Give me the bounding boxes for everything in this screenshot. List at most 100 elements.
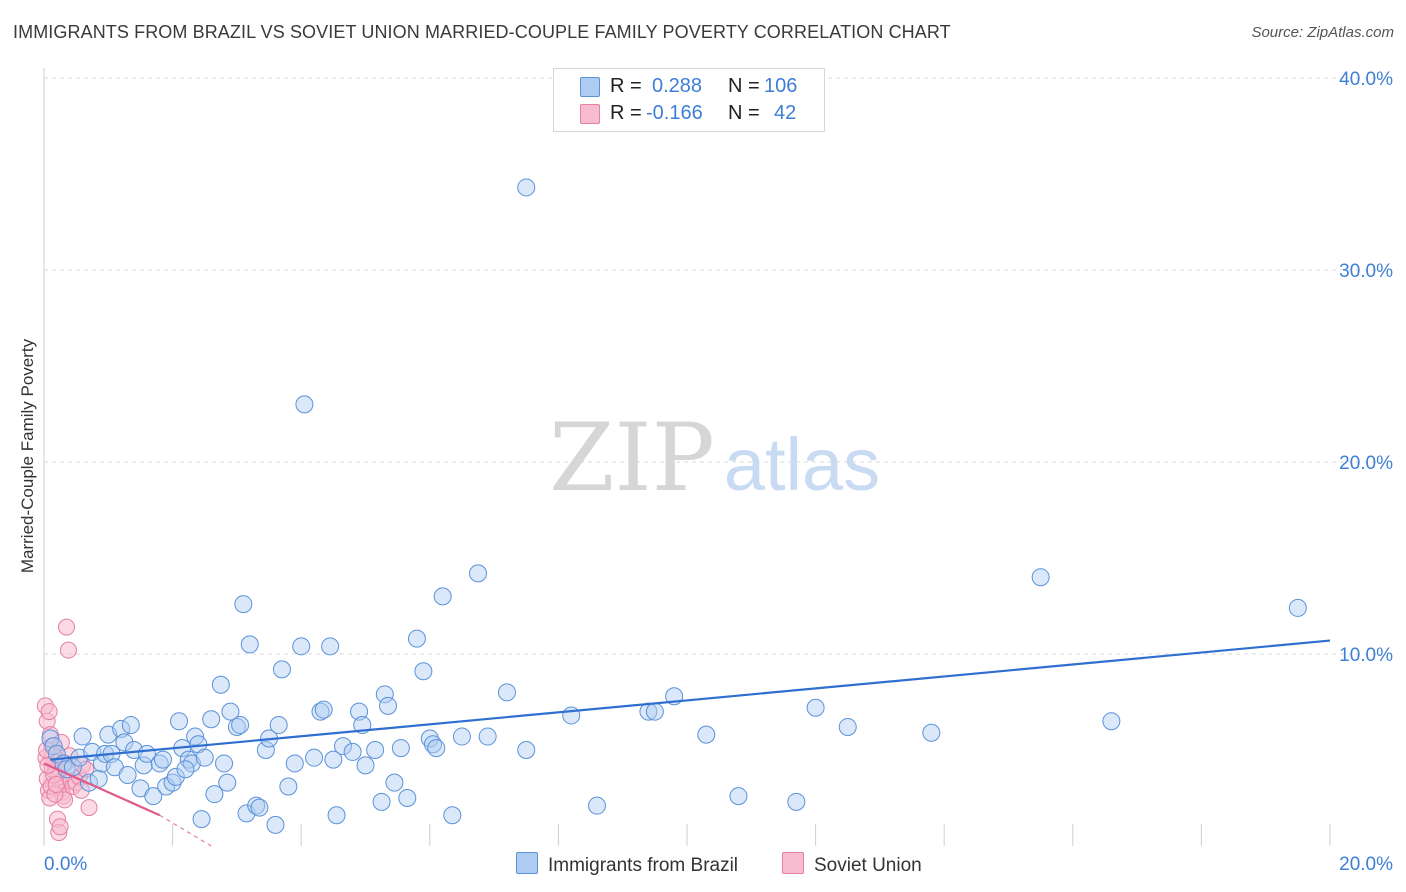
- brazil-point: [247, 796, 266, 815]
- brazil-point: [517, 741, 536, 759]
- soviet-point: [51, 818, 69, 836]
- brazil-point: [195, 748, 214, 767]
- brazil-point: [452, 727, 471, 746]
- brazil-point: [153, 750, 172, 769]
- brazil-point: [350, 702, 369, 721]
- brazil-point: [218, 773, 237, 792]
- brazil-point: [269, 716, 288, 735]
- brazil-point: [922, 723, 941, 742]
- watermark-atlas: atlas: [724, 423, 880, 506]
- brazil-point: [324, 750, 343, 769]
- brazil-point: [420, 729, 439, 748]
- brazil-point: [391, 739, 410, 758]
- soviet-point: [59, 641, 77, 659]
- bottom-legend-soviet-label: Soviet Union: [814, 855, 922, 876]
- soviet-point: [40, 703, 58, 721]
- brazil-point: [166, 767, 185, 786]
- brazil-point: [1288, 598, 1307, 617]
- brazil-point: [231, 716, 250, 735]
- brazil-point: [176, 760, 195, 779]
- watermark-zip: ZIP: [549, 404, 715, 513]
- brazil-point: [163, 773, 182, 792]
- brazil-point: [205, 785, 224, 804]
- brazil-point: [407, 629, 426, 648]
- legend-brazil-n: 106: [764, 75, 798, 97]
- brazil-point: [1031, 568, 1050, 587]
- brazil-point: [211, 675, 230, 694]
- brazil-point: [192, 810, 211, 829]
- soviet-swatch: [782, 852, 804, 874]
- brazil-point: [356, 756, 375, 775]
- gridlines: [44, 77, 1380, 655]
- brazil-point: [729, 787, 748, 806]
- brazil-point: [215, 754, 234, 773]
- y-tick-label: 10.0%: [1339, 645, 1393, 666]
- brazil-point: [314, 700, 333, 719]
- brazil-point: [266, 815, 285, 834]
- legend-n-label: N =: [728, 75, 760, 97]
- legend-r-label: R =: [610, 75, 642, 97]
- brazil-point: [497, 683, 516, 702]
- brazil-point: [170, 712, 189, 731]
- soviet-point: [47, 776, 65, 794]
- brazil-point: [806, 698, 825, 717]
- brazil-point: [375, 685, 394, 704]
- soviet-point: [80, 799, 98, 817]
- brazil-point: [256, 741, 275, 759]
- brazil-point: [379, 696, 398, 715]
- brazil-point: [366, 741, 385, 759]
- y-tick-label: 30.0%: [1339, 261, 1393, 282]
- legend-soviet-n: 42: [774, 102, 797, 124]
- brazil-point: [115, 733, 134, 752]
- brazil-point: [343, 742, 362, 761]
- brazil-swatch: [580, 77, 600, 97]
- soviet-point: [72, 781, 90, 799]
- brazil-trend-line: [50, 639, 1331, 761]
- brazil-point: [240, 635, 259, 654]
- brazil-point: [305, 748, 324, 767]
- brazil-point: [372, 792, 391, 811]
- brazil-point: [469, 564, 488, 583]
- brazil-point: [279, 777, 298, 796]
- brazil-point: [478, 727, 497, 746]
- brazil-point: [385, 773, 404, 792]
- legend-soviet-r: -0.166: [646, 102, 703, 124]
- brazil-point: [1102, 712, 1121, 731]
- legend-r-label: R =: [610, 102, 642, 124]
- brazil-point: [118, 765, 137, 784]
- brazil-point: [272, 660, 291, 679]
- brazil-point: [327, 806, 346, 825]
- y-tick-label: 20.0%: [1339, 453, 1393, 474]
- soviet-point: [58, 618, 76, 636]
- brazil-point: [587, 796, 606, 815]
- brazil-point: [295, 395, 314, 414]
- brazil-point: [202, 710, 221, 729]
- brazil-point: [227, 717, 246, 736]
- stats-legend: R = 0.288 N = 106 R = -0.166 N = 42: [553, 68, 825, 132]
- brazil-point: [234, 595, 253, 614]
- soviet-swatch: [580, 104, 600, 124]
- soviet-point: [77, 760, 95, 778]
- legend-row-brazil: R = 0.288 N = 106: [576, 75, 816, 99]
- brazil-point: [517, 178, 536, 197]
- y-tick-label: 40.0%: [1339, 69, 1393, 90]
- x-tick-label: 20.0%: [1339, 854, 1393, 875]
- bottom-legend-brazil-label: Immigrants from Brazil: [548, 855, 739, 876]
- soviet-trend-extension: [159, 814, 212, 847]
- chart-title: IMMIGRANTS FROM BRAZIL VS SOVIET UNION M…: [13, 22, 951, 42]
- brazil-point: [121, 716, 140, 735]
- brazil-point: [333, 737, 352, 756]
- brazil-point: [311, 702, 330, 721]
- brazil-point: [443, 806, 462, 825]
- legend-n-label: N =: [728, 102, 760, 124]
- brazil-points: [41, 178, 1307, 834]
- x-tick-label: 0.0%: [44, 854, 87, 875]
- soviet-trend-line: [43, 762, 161, 817]
- brazil-swatch: [516, 852, 538, 874]
- brazil-point: [134, 756, 153, 775]
- brazil-point: [398, 789, 417, 807]
- source-label: Source: ZipAtlas.com: [1251, 24, 1394, 41]
- brazil-point: [221, 702, 240, 721]
- brazil-point: [433, 587, 452, 606]
